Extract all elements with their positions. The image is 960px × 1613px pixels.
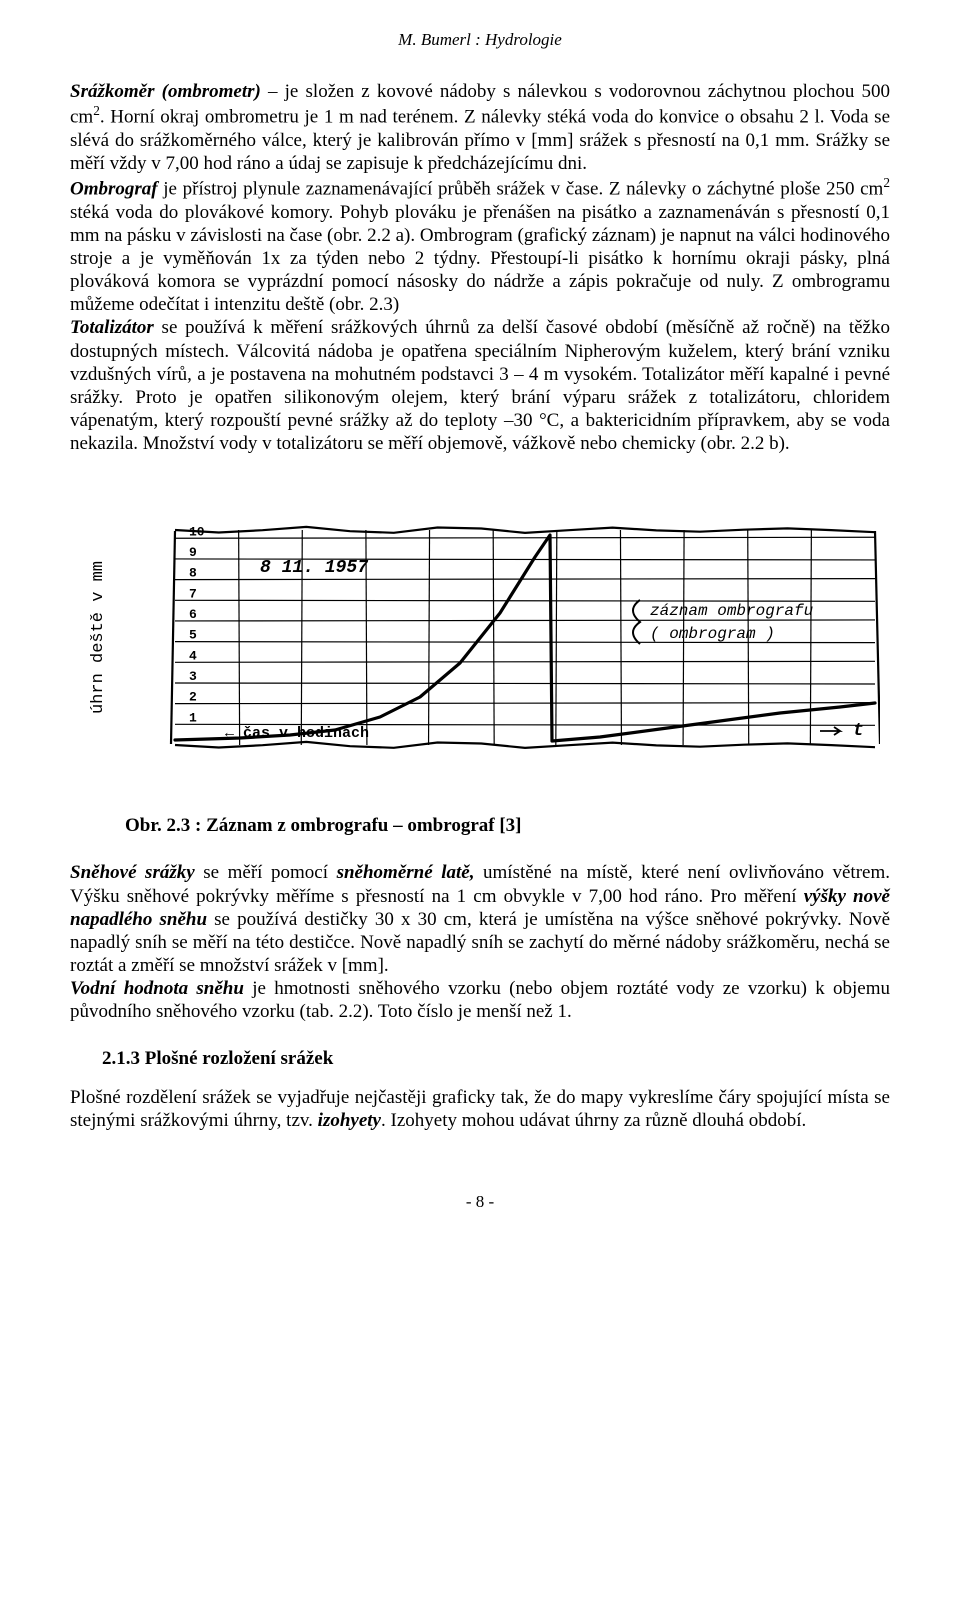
svg-text:záznam ombrografu: záznam ombrografu <box>650 602 814 620</box>
paragraph-4: Sněhové srážky se měří pomocí sněhoměrné… <box>70 861 890 977</box>
svg-text:úhrn deště v mm: úhrn deště v mm <box>89 561 108 714</box>
svg-text:5: 5 <box>189 628 197 643</box>
svg-text:6: 6 <box>189 607 197 622</box>
section-heading: 2.1.3 Plošné rozložení srážek <box>102 1048 890 1070</box>
paragraph-2: Ombrograf je přístroj plynule zaznamenáv… <box>70 175 890 316</box>
paragraph-5: Vodní hodnota sněhu je hmotnosti sněhové… <box>70 977 890 1023</box>
figure-2-3: úhrn deště v mm 1 2 3 4 5 6 7 8 9 10 8 11. 1957 ← ča… <box>70 485 890 785</box>
svg-text:2: 2 <box>189 690 197 705</box>
figure-caption: Obr. 2.3 : Záznam z ombrografu – ombrogr… <box>125 815 890 837</box>
page-number: - 8 - <box>70 1192 890 1212</box>
paragraph-6: Plošné rozdělení srážek se vyjadřuje nej… <box>70 1086 890 1132</box>
svg-text:9: 9 <box>189 545 197 560</box>
paragraph-3: Totalizátor se používá k měření srážkový… <box>70 316 890 455</box>
svg-text:← čas v hodinách: ← čas v hodinách <box>225 725 369 742</box>
svg-text:8: 8 <box>189 566 197 581</box>
svg-text:4: 4 <box>189 649 197 664</box>
ombrogram-chart: úhrn deště v mm 1 2 3 4 5 6 7 8 9 10 8 11. 1957 ← ča… <box>80 485 880 785</box>
svg-text:8 11. 1957: 8 11. 1957 <box>260 558 368 578</box>
svg-text:1: 1 <box>189 711 197 726</box>
paragraph-1: Srážkoměr (ombrometr) – je složen z kovo… <box>70 80 890 175</box>
svg-text:3: 3 <box>189 669 197 684</box>
svg-text:( ombrogram ): ( ombrogram ) <box>650 625 775 643</box>
svg-text:7: 7 <box>189 587 197 602</box>
running-head: M. Bumerl : Hydrologie <box>70 30 890 50</box>
svg-text:10: 10 <box>189 525 205 540</box>
svg-text:t: t <box>853 721 864 741</box>
